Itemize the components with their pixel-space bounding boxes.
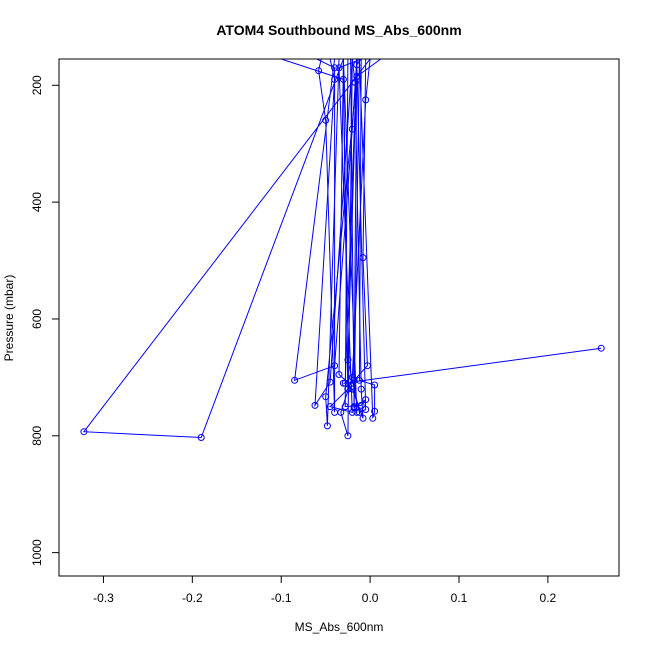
data-point	[597, 344, 605, 352]
x-tick-label: -0.2	[182, 591, 203, 605]
series-14	[335, 59, 356, 393]
data-point	[350, 403, 358, 411]
data-point	[371, 381, 379, 389]
data-point	[362, 396, 370, 404]
x-tick-label: 0.1	[451, 591, 468, 605]
series-15	[342, 59, 361, 416]
y-tick-label: 600	[30, 309, 44, 329]
y-tick-label: 800	[30, 425, 44, 445]
series-10	[322, 59, 382, 430]
data-point	[344, 432, 352, 440]
data-point	[357, 401, 365, 409]
data-point	[326, 403, 334, 411]
data-point	[322, 393, 330, 401]
data-point	[291, 376, 299, 384]
data-point	[331, 408, 339, 416]
data-point	[369, 414, 377, 422]
data-point	[355, 376, 363, 384]
data-point	[362, 96, 370, 104]
data-point	[322, 116, 330, 124]
data-point	[323, 422, 331, 430]
data-point	[197, 434, 205, 441]
series-line	[82, 59, 371, 439]
data-point	[335, 371, 343, 378]
data-point	[371, 407, 379, 415]
x-tick-label: -0.3	[93, 591, 114, 605]
x-tick-label: 0.0	[362, 591, 379, 605]
series-line	[340, 59, 371, 436]
x-tick-label: 0.2	[540, 591, 557, 605]
chart-title: ATOM4 Southbound MS_Abs_600nm	[216, 22, 461, 38]
series-line	[325, 59, 382, 426]
data-point	[315, 67, 323, 75]
data-point	[341, 403, 349, 411]
y-axis-label: Pressure (mbar)	[2, 275, 16, 362]
series-11	[355, 59, 379, 422]
series-layer	[80, 59, 605, 441]
data-point	[353, 408, 361, 416]
x-axis-label: MS_Abs_600nm	[295, 620, 384, 634]
data-point	[80, 428, 88, 436]
data-point	[359, 414, 367, 422]
series-3	[80, 59, 371, 441]
x-tick-label: -0.1	[271, 591, 292, 605]
data-point	[326, 378, 334, 386]
series-12	[311, 59, 353, 409]
series-line	[314, 59, 353, 408]
data-point	[348, 382, 356, 390]
series-line	[343, 59, 602, 384]
plot-frame	[58, 58, 620, 577]
data-point	[331, 75, 339, 83]
y-tick-label: 400	[30, 192, 44, 212]
y-tick-label: 1000	[30, 539, 44, 566]
series-line	[358, 59, 376, 419]
data-point	[357, 385, 365, 393]
series-line	[338, 59, 354, 391]
series-line	[344, 59, 367, 409]
data-point	[311, 401, 319, 409]
y-tick-label: 200	[30, 75, 44, 95]
